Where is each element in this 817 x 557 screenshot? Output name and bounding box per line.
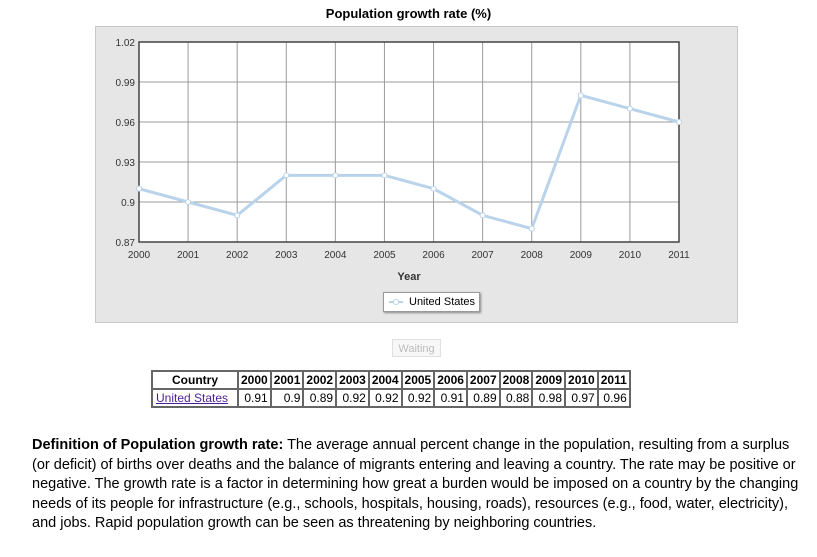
table-header-year: 2010 [565,371,598,389]
y-tick-label: 0.87 [116,238,136,249]
table-header-year: 2005 [401,371,435,389]
table-cell-value: 0.9 [270,389,304,407]
series-line [138,93,680,231]
table-cell-value: 0.88 [499,389,533,407]
table-row: United States 0.91 0.9 0.89 0.92 0.92 0.92 0.91… [152,389,630,407]
table-cell-value: 0.89 [466,389,500,407]
table-cell-value: 0.89 [303,389,337,407]
data-point [676,119,682,125]
definition-text: The average annual percent change in the… [32,437,799,531]
y-tick-label: 0.96 [116,118,136,129]
country-link[interactable]: United States [156,391,229,405]
table-cell-value: 0.92 [368,389,402,407]
table-header-year: 2008 [499,371,533,389]
table-header-year: 2011 [597,371,630,389]
y-tick-label: 0.9 [121,198,135,209]
x-tick-label: 2005 [373,250,396,261]
legend-swatch-icon [389,299,403,305]
table-header-country: Country [152,371,238,389]
definition-term: Definition of Population growth rate: [32,437,284,453]
table-header-row: Country 2000 2001 2002 2003 2004 2005 2006 2007 2… [152,371,630,389]
table-cell-value: 0.91 [238,389,271,407]
data-point [234,212,241,219]
y-tick-label: 0.93 [116,158,136,169]
x-tick-label: 2009 [570,250,593,261]
definition-paragraph: Definition of Population growth rate: Th… [32,436,802,534]
table-header-year: 2007 [466,371,500,389]
y-tick-label: 1.02 [116,38,136,49]
table-cell-value: 0.91 [434,389,467,407]
chart-title: Population growth rate (%) [325,6,492,21]
data-point [283,172,290,179]
x-axis-label: Year [397,271,421,283]
data-point [185,199,192,205]
plot-border [138,41,680,243]
legend[interactable]: United States [383,292,480,312]
data-table: Country 2000 2001 2002 2003 2004 2005 2006 2007 2… [151,370,631,408]
table-header-year: 2000 [238,371,271,389]
data-point [479,212,486,219]
x-tick-label: 2011 [668,250,690,261]
table-header-year: 2004 [368,371,402,389]
y-tick-label: 0.99 [116,78,136,89]
table-header-year: 2002 [303,371,337,389]
legend-label: United States [409,296,476,308]
x-tick-label: 2010 [619,250,642,261]
table-cell-value: 0.97 [565,389,598,407]
data-point [332,172,339,179]
table-header-year: 2001 [270,371,304,389]
table-header-year: 2009 [532,371,566,389]
waiting-button[interactable]: Waiting [392,339,441,357]
data-point [136,185,142,192]
x-tick-label: 2000 [128,250,151,261]
data-point [528,225,535,232]
table-cell-value: 0.92 [401,389,435,407]
data-point [430,185,437,192]
table-cell-value: 0.96 [597,389,630,407]
table-cell-value: 0.92 [336,389,369,407]
data-point [381,172,388,179]
table-cell-value: 0.98 [532,389,566,407]
table-header-year: 2006 [434,371,467,389]
x-tick-label: 2006 [422,250,445,261]
x-tick-label: 2008 [521,250,544,261]
x-tick-label: 2007 [472,250,495,261]
table-header-year: 2003 [336,371,369,389]
x-tick-label: 2004 [324,250,347,261]
x-tick-label: 2002 [226,250,249,261]
x-tick-label: 2003 [275,250,298,261]
x-tick-label: 2001 [177,250,200,261]
data-point [626,105,633,112]
chart-panel: 1.02 0.99 0.96 0.93 0.9 0.87 2000 2001 2002 2003 2… [95,26,738,323]
data-point [577,92,584,99]
table-cell-country: United States [152,389,238,407]
plot-area [139,42,679,242]
